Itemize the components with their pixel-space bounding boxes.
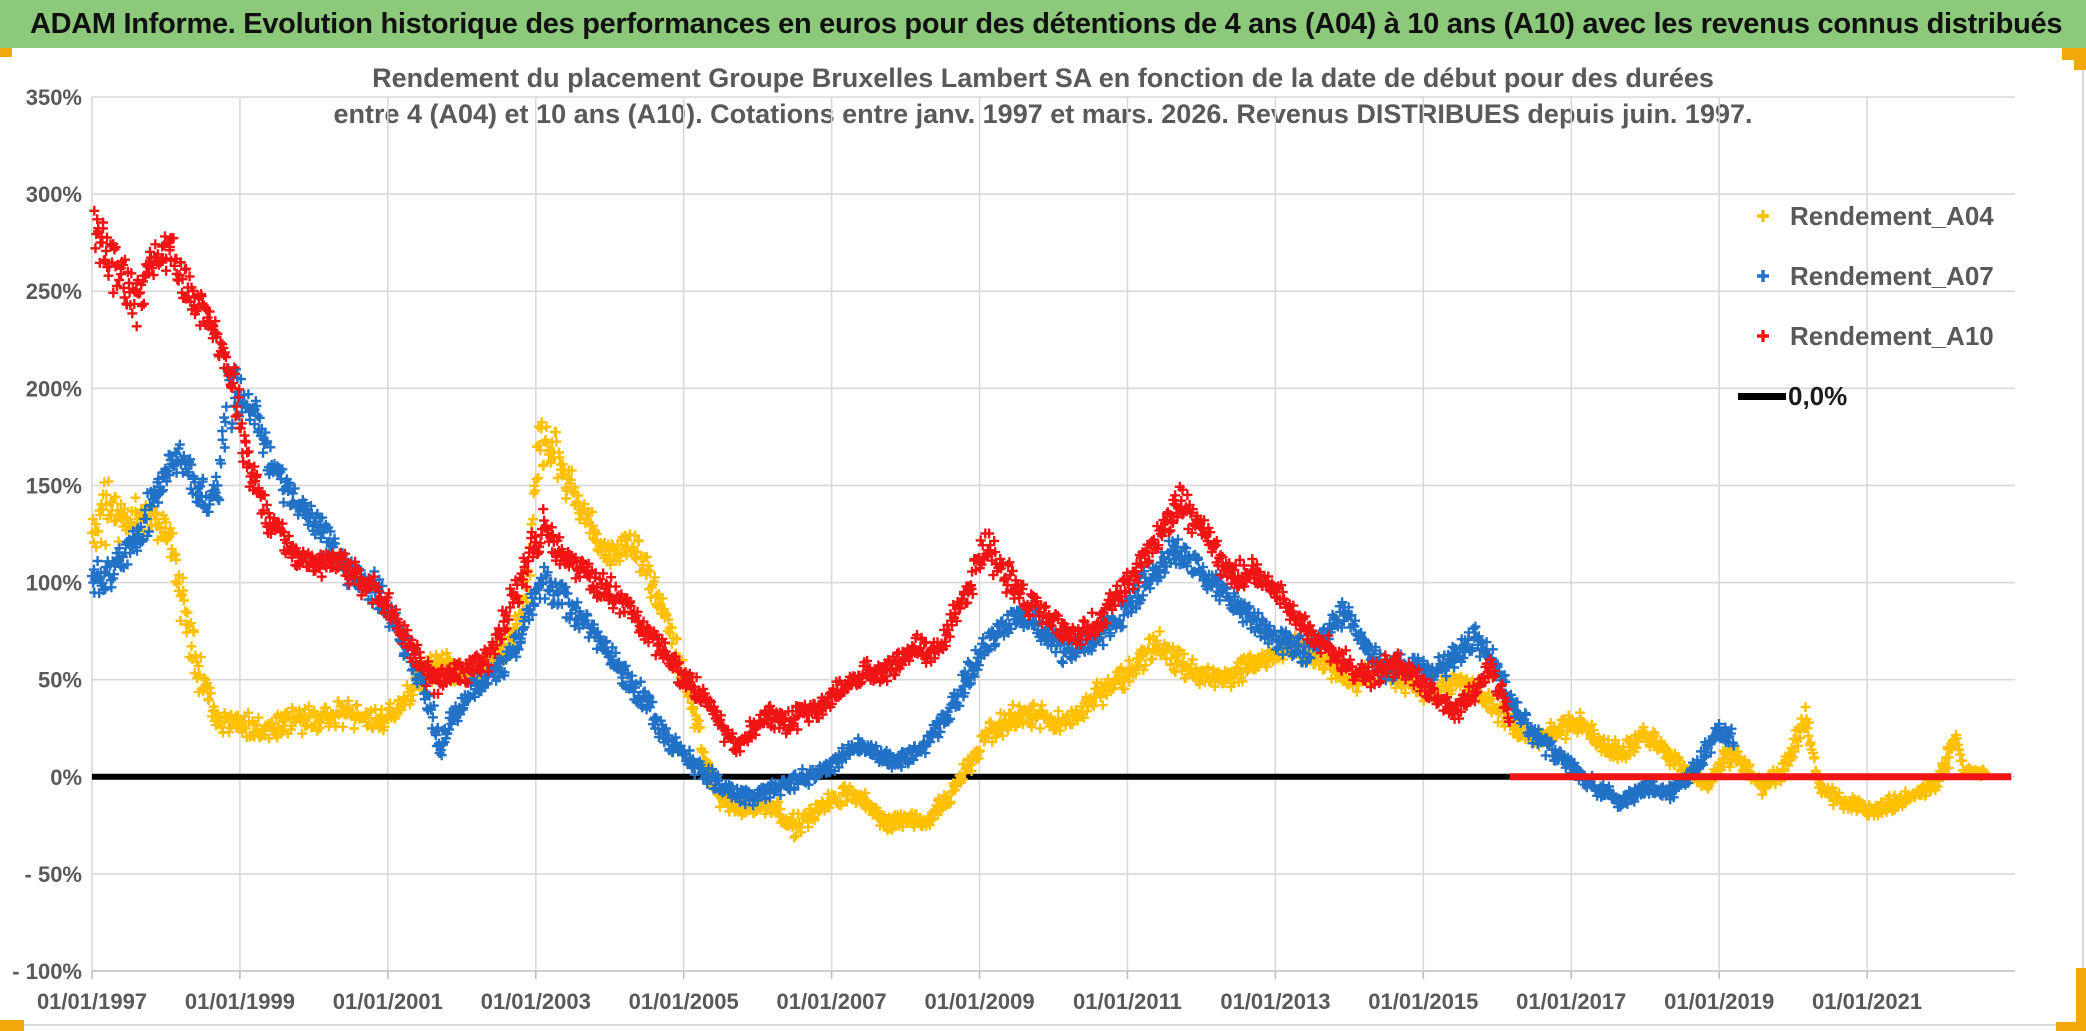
x-axis-tick-label: 01/01/2011 bbox=[1073, 989, 1182, 1014]
corner-accent-bottom-right bbox=[2076, 968, 2086, 1031]
legend-label-a04: Rendement_A04 bbox=[1790, 200, 1994, 231]
series-Rendement_A10 bbox=[89, 205, 1515, 758]
legend-item-a07: Rendement_A07 bbox=[1738, 246, 2038, 306]
chart-panel bbox=[2, 48, 2084, 1026]
y-axis-tick-label: 50% bbox=[38, 668, 82, 693]
x-axis-tick-label: 01/01/2005 bbox=[629, 989, 739, 1014]
legend-item-a10: Rendement_A10 bbox=[1738, 306, 2038, 366]
y-axis-tick-label: 100% bbox=[26, 571, 82, 596]
plus-marker-icon bbox=[1738, 328, 1788, 344]
chart-legend: Rendement_A04 Rendement_A07 Rendement_A1… bbox=[1738, 186, 2038, 426]
zero-line-swatch bbox=[1738, 392, 1786, 400]
x-axis-tick-label: 01/01/2003 bbox=[481, 989, 591, 1014]
legend-label-a07: Rendement_A07 bbox=[1790, 260, 1994, 291]
legend-label-zero: 0,0% bbox=[1788, 380, 1848, 411]
y-axis-tick-label: 350% bbox=[26, 85, 82, 110]
x-axis-tick-label: 01/01/1997 bbox=[37, 989, 147, 1014]
page-title: ADAM Informe. Evolution historique des p… bbox=[30, 7, 2063, 40]
x-axis-tick-label: 01/01/1999 bbox=[185, 989, 295, 1014]
y-axis-tick-label: 300% bbox=[26, 182, 82, 207]
series-Rendement_A07 bbox=[86, 363, 1739, 812]
y-axis-tick-label: - 100% bbox=[12, 959, 82, 984]
x-axis-tick-label: 01/01/2001 bbox=[333, 989, 443, 1014]
x-axis-tick-label: 01/01/2021 bbox=[1812, 989, 1922, 1014]
corner-accent-bottom-left bbox=[0, 1020, 24, 1031]
y-axis-tick-label: 0% bbox=[50, 765, 82, 790]
legend-label-a10: Rendement_A10 bbox=[1790, 320, 1994, 351]
x-axis-tick-label: 01/01/2009 bbox=[924, 989, 1034, 1014]
y-axis-tick-label: 250% bbox=[26, 279, 82, 304]
plus-marker-icon bbox=[1738, 268, 1788, 284]
x-axis-tick-label: 01/01/2013 bbox=[1220, 989, 1330, 1014]
header-band: ADAM Informe. Evolution historique des p… bbox=[0, 0, 2086, 48]
y-axis-tick-label: - 50% bbox=[25, 862, 82, 887]
y-axis-tick-label: 150% bbox=[26, 473, 82, 498]
y-axis-tick-label: 200% bbox=[26, 376, 82, 401]
x-axis-tick-label: 01/01/2019 bbox=[1664, 989, 1774, 1014]
x-axis-tick-label: 01/01/2015 bbox=[1368, 989, 1478, 1014]
legend-item-a04: Rendement_A04 bbox=[1738, 186, 2038, 246]
legend-item-zero: 0,0% bbox=[1738, 366, 2038, 426]
corner-accent-top-left bbox=[0, 48, 12, 57]
x-axis-tick-label: 01/01/2017 bbox=[1516, 989, 1626, 1014]
corner-accent-bottom-right bbox=[2056, 1022, 2086, 1031]
x-axis-tick-label: 01/01/2007 bbox=[777, 989, 887, 1014]
plus-marker-icon bbox=[1738, 208, 1788, 224]
corner-accent-top-right bbox=[2074, 48, 2086, 70]
series-Rendement_A04 bbox=[87, 417, 1991, 843]
